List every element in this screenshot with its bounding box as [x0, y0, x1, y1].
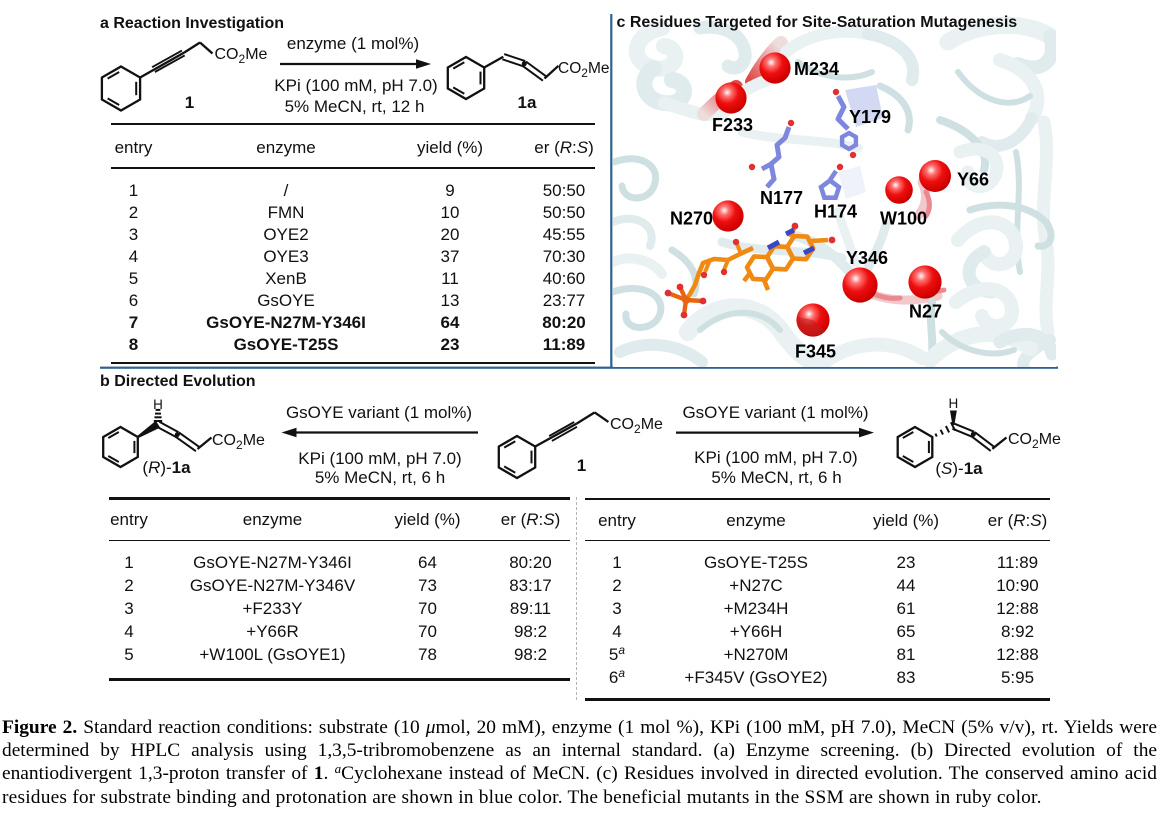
svg-text:Y179: Y179	[849, 107, 891, 127]
svg-text:W100: W100	[880, 209, 927, 229]
svg-text:M234: M234	[794, 59, 839, 79]
svg-text:H174: H174	[814, 202, 857, 222]
svg-text:N270: N270	[670, 209, 713, 229]
svg-text:F233: F233	[712, 115, 753, 135]
svg-text:Y346: Y346	[846, 248, 888, 268]
svg-text:N27: N27	[909, 302, 942, 322]
svg-text:F345: F345	[795, 342, 836, 362]
svg-text:N177: N177	[760, 188, 803, 208]
svg-text:Y66: Y66	[957, 170, 989, 190]
